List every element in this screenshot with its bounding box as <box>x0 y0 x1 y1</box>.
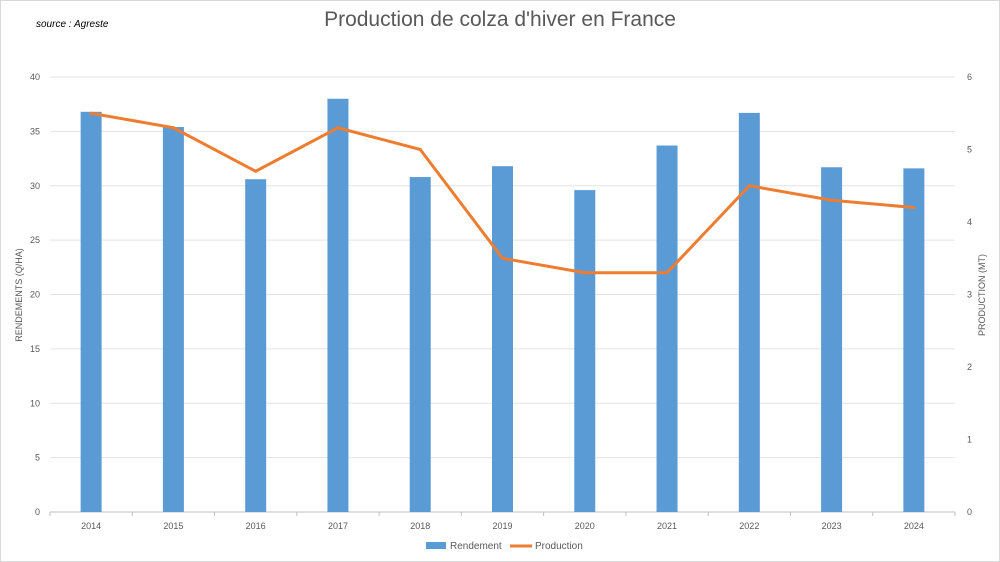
point-production-2021 <box>665 271 669 275</box>
bar-rendement-2015 <box>162 127 184 513</box>
bar-rendement-2022 <box>738 112 760 512</box>
line-series-production <box>89 111 916 275</box>
bar-rendement-2017 <box>327 98 349 512</box>
left-tick-label: 15 <box>30 344 40 354</box>
source-note: source : Agreste <box>36 19 109 30</box>
point-production-2015 <box>171 126 175 130</box>
right-tick-label: 5 <box>967 145 972 155</box>
right-tick-label: 6 <box>967 72 972 82</box>
point-production-2023 <box>830 198 834 202</box>
left-tick-label: 5 <box>35 453 40 463</box>
point-production-2017 <box>336 126 340 130</box>
bar-rendement-2018 <box>409 177 431 513</box>
left-tick-label: 30 <box>30 181 40 191</box>
left-tick-label: 20 <box>30 290 40 300</box>
x-tick-label: 2016 <box>246 521 266 531</box>
bar-rendement-2023 <box>821 167 843 512</box>
right-axis-ticks: 0 1 2 3 4 5 6 <box>967 72 972 517</box>
x-axis-ticks: 2014 2015 2016 2017 2018 2019 2020 2021 2022 2023… <box>81 521 924 531</box>
right-tick-label: 4 <box>967 217 972 227</box>
bar-rendement-2021 <box>656 145 678 512</box>
legend-label-rendement: Rendement <box>450 541 502 552</box>
right-tick-label: 0 <box>967 507 972 517</box>
point-production-2018 <box>418 148 422 151</box>
point-production-2020 <box>583 271 587 275</box>
x-tick-label: 2015 <box>163 521 183 531</box>
left-tick-label: 25 <box>30 235 40 245</box>
left-tick-label: 40 <box>30 72 40 82</box>
bar-rendement-2024 <box>903 168 925 512</box>
x-tick-label: 2021 <box>657 521 677 531</box>
x-tick-label: 2019 <box>492 521 512 531</box>
x-tick-label: 2023 <box>822 521 842 531</box>
left-tick-label: 10 <box>30 398 40 408</box>
bar-rendement-2014 <box>80 111 102 513</box>
left-axis-title: RENDEMENTS (Q/HA) <box>14 248 24 342</box>
bar-rendement-2019 <box>492 166 513 513</box>
point-production-2016 <box>254 169 258 173</box>
right-tick-label: 2 <box>967 362 972 372</box>
right-axis-title: PRODUCTION (MT) <box>977 254 987 336</box>
bar-rendement-2016 <box>245 179 267 512</box>
point-production-2019 <box>501 256 504 260</box>
x-tick-label: 2022 <box>739 521 759 531</box>
point-production-2014 <box>89 111 93 115</box>
legend-swatch-rendement <box>426 542 446 549</box>
left-axis-ticks: 0 5 10 15 20 25 30 35 40 <box>30 72 40 517</box>
chart-title: Production de colza d'hiver en France <box>324 8 676 31</box>
x-tick-label: 2024 <box>904 521 924 531</box>
bar-series-rendement <box>80 98 925 513</box>
x-tick-label: 2018 <box>410 521 430 531</box>
x-tick-label: 2020 <box>575 521 595 531</box>
legend-label-production: Production <box>535 541 583 552</box>
legend: Rendement Production <box>426 541 583 552</box>
x-tick-label: 2014 <box>81 521 101 531</box>
bar-rendement-2020 <box>574 190 596 512</box>
x-tick-label: 2017 <box>328 521 348 531</box>
left-tick-label: 0 <box>35 507 40 517</box>
point-production-2022 <box>747 184 751 188</box>
right-tick-label: 3 <box>967 290 972 300</box>
right-tick-label: 1 <box>967 435 972 445</box>
point-production-2024 <box>912 206 916 209</box>
left-tick-label: 35 <box>30 126 40 136</box>
